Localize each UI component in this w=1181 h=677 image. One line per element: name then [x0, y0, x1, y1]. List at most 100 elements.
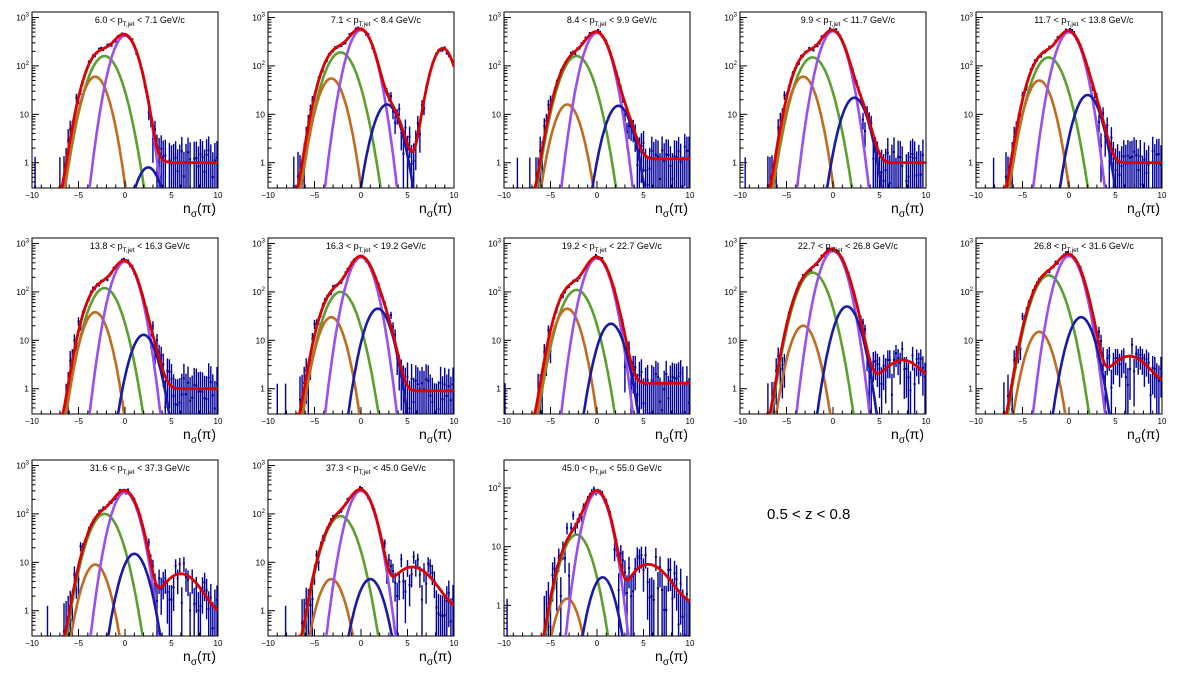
x-tick-label: 0 — [1067, 417, 1072, 426]
x-tick-label: −10 — [733, 191, 747, 200]
x-tick-label: 5 — [405, 639, 410, 648]
x-tick-label: 5 — [1113, 417, 1118, 426]
y-tick-label: 103 — [724, 13, 737, 23]
x-tick-label: 10 — [686, 417, 695, 426]
y-tick-label: 102 — [252, 509, 265, 519]
x-tick-label: 0 — [1067, 191, 1072, 200]
x-tick-label: 0 — [359, 639, 364, 648]
y-tick-label: 102 — [252, 287, 265, 297]
x-axis-title: nσ(π) — [419, 426, 452, 446]
panel-8: −10 −5 0 5 10 1 10 102 103 19.2 < pT,jet < 22.7 G… — [488, 237, 695, 446]
panel-title: 9.9 < pT,jet < 11.7 GeV/c — [801, 15, 896, 28]
panel-13: −10 −5 0 5 10 1 10 102 45.0 < pT,jet < 55.0 GeV/… — [488, 459, 695, 668]
x-axis-title: nσ(π) — [655, 200, 688, 220]
pion-fit-curve — [1031, 254, 1107, 414]
plot-area — [506, 486, 690, 636]
x-axis-title: nσ(π) — [1127, 200, 1160, 220]
proton-fit-curve — [582, 322, 640, 414]
plot-area — [59, 257, 218, 414]
panel-6: −10 −5 0 5 10 1 10 102 103 13.8 < pT,jet < 16.3 G… — [16, 237, 223, 446]
proton-fit-curve — [825, 96, 884, 188]
y-tick-label: 10 — [964, 335, 974, 345]
x-tick-label: 10 — [922, 191, 931, 200]
y-tick-label: 10 — [20, 557, 30, 567]
panel-5: −10 −5 0 5 10 1 10 102 103 11.7 < pT,jet < 13.8 G… — [960, 11, 1167, 220]
kaon-fit-curve — [774, 324, 832, 414]
panel-10: −10 −5 0 5 10 1 10 102 103 26.8 < pT,jet < 31.6 G… — [960, 237, 1167, 446]
panel-2: −10 −5 0 5 10 1 10 102 103 7.1 < pT,jet < 8.4 GeV… — [252, 11, 459, 220]
x-tick-label: −10 — [497, 639, 511, 648]
plot-area — [34, 32, 218, 188]
x-tick-label: 10 — [686, 639, 695, 648]
pion-fit-curve — [88, 491, 162, 636]
y-tick-label: 102 — [960, 61, 973, 71]
panel-title: 19.2 < pT,jet < 22.7 GeV/c — [562, 241, 662, 254]
total-fit-curve — [531, 30, 690, 188]
proton-fit-curve — [1051, 315, 1111, 414]
plot-area — [744, 27, 926, 188]
x-tick-label: 0 — [595, 417, 600, 426]
y-tick-label: 103 — [252, 239, 265, 249]
y-tick-label: 102 — [252, 61, 265, 71]
data-error-bars — [504, 254, 690, 414]
y-tick-label: 103 — [16, 461, 29, 471]
x-axis-title: nσ(π) — [183, 648, 216, 668]
pion-fit-curve — [794, 249, 872, 414]
x-tick-label: −5 — [310, 417, 320, 426]
x-tick-label: 0 — [123, 639, 128, 648]
total-fit-curve — [1002, 252, 1162, 414]
y-tick-label: 1 — [260, 606, 265, 616]
x-tick-label: 10 — [214, 417, 223, 426]
x-tick-label: 5 — [1113, 191, 1118, 200]
y-tick-label: 1 — [496, 600, 501, 610]
y-tick-label: 103 — [960, 13, 973, 23]
y-tick-label: 1 — [732, 158, 737, 168]
panel-title: 6.0 < pT,jet < 7.1 GeV/c — [95, 15, 185, 28]
panel-title: 26.8 < pT,jet < 31.6 GeV/c — [1034, 241, 1134, 254]
y-tick-label: 102 — [16, 61, 29, 71]
total-fit-curve — [59, 259, 218, 414]
proton-fit-curve — [815, 305, 879, 414]
x-tick-label: −5 — [546, 639, 556, 648]
x-axis-title: nσ(π) — [891, 426, 924, 446]
y-tick-label: 102 — [960, 287, 973, 297]
proton-fit-curve — [1058, 93, 1117, 188]
proton-fit-curve — [590, 104, 646, 188]
x-tick-label: −5 — [546, 191, 556, 200]
proton-fit-curve — [347, 577, 394, 636]
y-tick-label: 103 — [488, 239, 501, 249]
data-error-bars — [516, 29, 690, 188]
total-fit-curve — [766, 247, 926, 414]
x-tick-label: 5 — [169, 417, 174, 426]
x-axis-title: nσ(π) — [183, 200, 216, 220]
x-tick-label: 5 — [169, 191, 174, 200]
y-tick-label: 10 — [728, 335, 738, 345]
kaon-fit-curve — [64, 311, 126, 414]
pion-fit-curve — [323, 256, 399, 414]
x-tick-label: −5 — [546, 417, 556, 426]
y-tick-label: 1 — [732, 384, 737, 394]
x-tick-label: 10 — [450, 417, 459, 426]
panel-11: −10 −5 0 5 10 1 10 102 103 31.6 < pT,jet < 37.3 G… — [16, 459, 223, 668]
total-fit-curve — [1002, 29, 1162, 188]
x-tick-label: −10 — [497, 191, 511, 200]
total-fit-curve — [296, 254, 454, 414]
panel-title: 7.1 < pT,jet < 8.4 GeV/c — [331, 15, 421, 28]
y-tick-label: 102 — [724, 287, 737, 297]
x-tick-label: 0 — [359, 417, 364, 426]
y-tick-label: 103 — [252, 13, 265, 23]
y-tick-label: 103 — [724, 239, 737, 249]
x-tick-label: −5 — [74, 417, 84, 426]
x-tick-label: 5 — [641, 417, 646, 426]
data-error-bars — [34, 32, 218, 188]
y-tick-label: 1 — [260, 158, 265, 168]
x-tick-label: −5 — [782, 417, 792, 426]
panel-title: 31.6 < pT,jet < 37.3 GeV/c — [90, 463, 190, 476]
x-tick-label: −5 — [310, 191, 320, 200]
panel-3: −10 −5 0 5 10 1 10 102 103 8.4 < pT,jet < 9.9 GeV… — [488, 11, 695, 220]
y-tick-label: 10 — [964, 109, 974, 119]
y-tick-label: 102 — [488, 61, 501, 71]
x-axis-title: nσ(π) — [419, 648, 452, 668]
total-fit-curve — [298, 488, 454, 636]
x-tick-label: 0 — [123, 191, 128, 200]
